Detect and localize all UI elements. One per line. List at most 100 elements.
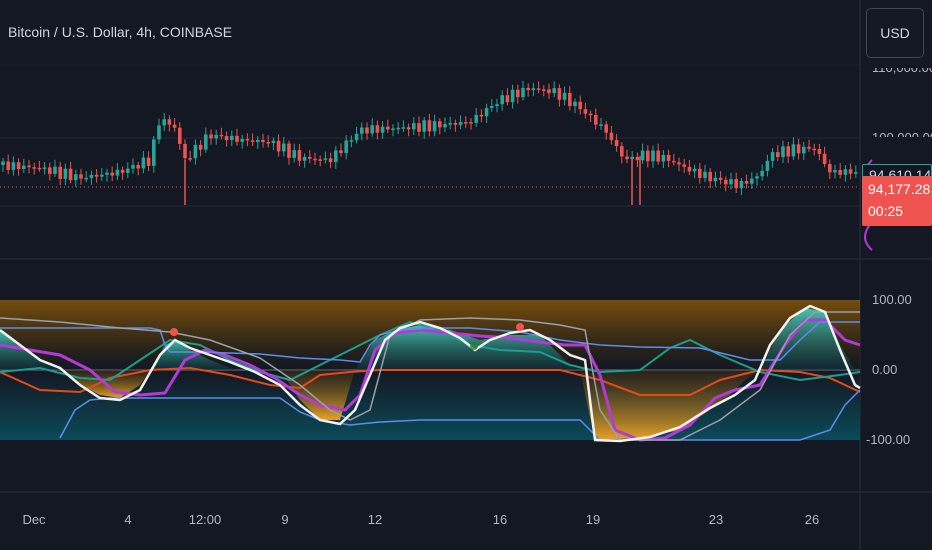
candle-body xyxy=(739,181,744,189)
candle-body xyxy=(583,109,588,114)
candle-body xyxy=(282,143,286,152)
current-price-value: 94,177.28 xyxy=(868,181,931,197)
candle-body xyxy=(521,87,525,98)
candle-body xyxy=(682,164,686,167)
candle-body xyxy=(360,127,364,134)
candle-body xyxy=(110,172,114,176)
candle-body xyxy=(74,174,78,181)
candle-body xyxy=(22,165,26,169)
candle-body xyxy=(708,171,712,182)
candle-body xyxy=(141,157,146,169)
candle-body xyxy=(536,88,541,90)
candle-body xyxy=(609,132,614,141)
candle-body xyxy=(822,153,827,164)
candle-body xyxy=(594,115,598,125)
candlestick-series[interactable] xyxy=(1,80,858,205)
candle-body xyxy=(692,168,697,172)
candle-body xyxy=(703,171,707,178)
candle-body xyxy=(11,162,16,170)
candle-body xyxy=(370,125,374,134)
candle-body xyxy=(365,127,369,134)
candle-body xyxy=(308,156,312,159)
candle-body xyxy=(16,162,21,169)
osc-axis-upper: 100.00 xyxy=(872,292,912,307)
candle-body xyxy=(828,163,832,173)
time-axis-label: 16 xyxy=(492,512,508,527)
candle-body xyxy=(656,150,660,162)
candle-body xyxy=(406,127,411,130)
candle-body xyxy=(531,88,536,91)
candle-body xyxy=(770,152,775,161)
osc-axis-lower: -100.00 xyxy=(866,432,911,447)
candle-body xyxy=(729,179,733,185)
candle-body xyxy=(386,126,390,130)
candle-body xyxy=(120,169,125,173)
candle-body xyxy=(573,101,577,107)
candle-body xyxy=(479,114,484,117)
indicator-arc-icon-2 xyxy=(864,221,873,251)
candle-body xyxy=(661,154,666,162)
candle-body xyxy=(204,134,208,150)
candle-body xyxy=(490,106,494,109)
candle-body xyxy=(432,121,437,132)
candle-body xyxy=(162,119,166,126)
time-axis-label: 26 xyxy=(804,512,820,527)
osc-fill-dn-3 xyxy=(580,370,760,440)
candle-body xyxy=(625,156,629,160)
candle-body xyxy=(495,104,499,107)
signal-dot-red-1[interactable] xyxy=(170,328,178,336)
candle-body xyxy=(42,167,47,169)
candle-body xyxy=(698,168,702,178)
candle-body xyxy=(235,135,239,142)
candle-body xyxy=(854,172,858,174)
candle-body xyxy=(464,122,468,124)
candle-body xyxy=(245,138,250,141)
candle-body xyxy=(334,150,338,163)
osc-purple-line xyxy=(0,318,861,442)
candle-body xyxy=(84,177,88,180)
candle-body xyxy=(256,139,260,142)
candle-body xyxy=(505,95,510,103)
candle-body xyxy=(510,89,515,103)
candle-body xyxy=(209,134,213,139)
candle-body xyxy=(781,146,785,158)
candle-body xyxy=(547,89,551,94)
candle-body xyxy=(542,89,546,91)
candle-body xyxy=(157,125,161,140)
candle-body xyxy=(224,136,229,141)
candle-body xyxy=(27,165,31,168)
candle-body xyxy=(240,138,244,142)
osc-teal-line xyxy=(0,320,861,382)
time-axis-label: Dec xyxy=(22,512,46,527)
candle-body xyxy=(396,127,400,130)
current-price-tag: 94,177.28 00:25 xyxy=(862,176,932,226)
bar-countdown: 00:25 xyxy=(868,203,904,219)
candle-body xyxy=(105,172,109,175)
candle-body xyxy=(620,146,624,157)
candle-body xyxy=(744,181,749,184)
signal-dot-green-1[interactable] xyxy=(470,342,478,350)
candle-body xyxy=(516,89,520,98)
candle-body xyxy=(474,114,478,123)
candle-body xyxy=(760,170,764,177)
candle-body xyxy=(79,174,83,179)
candle-body xyxy=(89,174,94,178)
candle-body xyxy=(131,164,135,169)
symbol-title[interactable]: Bitcoin / U.S. Dollar, 4h, COINBASE xyxy=(8,24,233,40)
candle-body xyxy=(453,123,458,125)
candle-body xyxy=(339,150,343,154)
osc-grey-line xyxy=(0,311,860,441)
candle-body xyxy=(126,168,130,173)
candle-body xyxy=(500,95,504,105)
candle-body xyxy=(412,123,416,130)
candle-body xyxy=(687,166,692,172)
candle-body xyxy=(812,148,816,151)
candle-body xyxy=(630,156,634,160)
candle-body xyxy=(198,144,203,150)
signal-dot-red-2[interactable] xyxy=(516,323,524,331)
candle-body xyxy=(677,162,681,165)
time-axis-label: 12:00 xyxy=(188,512,222,527)
candle-body xyxy=(68,168,73,181)
currency-button[interactable]: USD xyxy=(866,8,924,58)
